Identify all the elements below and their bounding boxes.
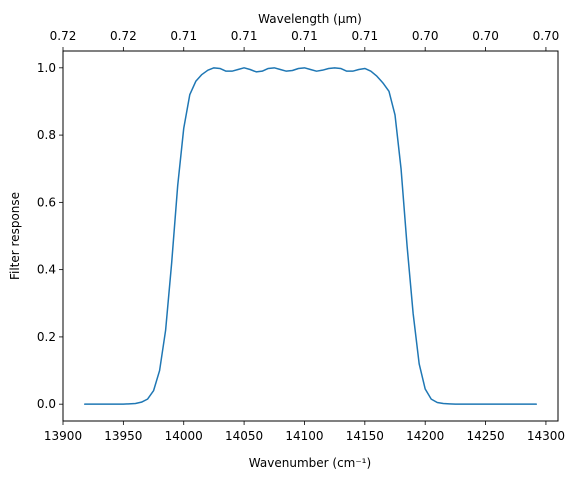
series-layer [83,67,538,405]
y-tick-label: 0.0 [37,397,56,411]
x-tick-label: 14300 [527,429,565,443]
x-tick-label: 14050 [225,429,263,443]
x-tick-label: 13950 [104,429,142,443]
plot-frame [62,50,559,422]
top-x-tick-label: 0.70 [472,29,499,43]
series-line-0 [83,67,538,405]
top-x-tick-label: 0.70 [533,29,560,43]
x-tick-label: 14250 [466,429,504,443]
top-x-tick-label: 0.72 [110,29,137,43]
x-tick-label: 14200 [406,429,444,443]
y-tick-label: 0.8 [37,128,56,142]
y-tick-label: 0.6 [37,195,56,209]
bottom-x-axis-ticks: 13900 13950 14000 14050 14100 14150 14200 14250… [44,421,565,443]
x-tick-label: 13900 [44,429,82,443]
x-tick-label: 14150 [346,429,384,443]
top-x-tick-label: 0.71 [170,29,197,43]
y-tick-label: 1.0 [37,61,56,75]
top-x-tick-label: 0.71 [351,29,378,43]
x-axis-label: Wavenumber (cm⁻¹) [249,456,371,470]
top-x-tick-label: 0.70 [412,29,439,43]
y-tick-label: 0.4 [37,263,56,277]
x-tick-label: 14100 [285,429,323,443]
top-x-tick-label: 0.71 [291,29,318,43]
y-axis-ticks: 0.0 0.2 0.4 0.6 0.8 1.0 [37,61,63,411]
x-tick-label: 14000 [165,429,203,443]
top-x-axis-ticks: 0.72 0.72 0.71 0.71 0.71 0.71 0.70 0.70 0.70 [50,29,560,51]
y-axis-label: Filter response [8,192,22,280]
y-tick-label: 0.2 [37,330,56,344]
top-x-tick-label: 0.71 [231,29,258,43]
top-x-tick-label: 0.72 [50,29,77,43]
top-x-axis-label: Wavelength (μm) [258,12,362,26]
